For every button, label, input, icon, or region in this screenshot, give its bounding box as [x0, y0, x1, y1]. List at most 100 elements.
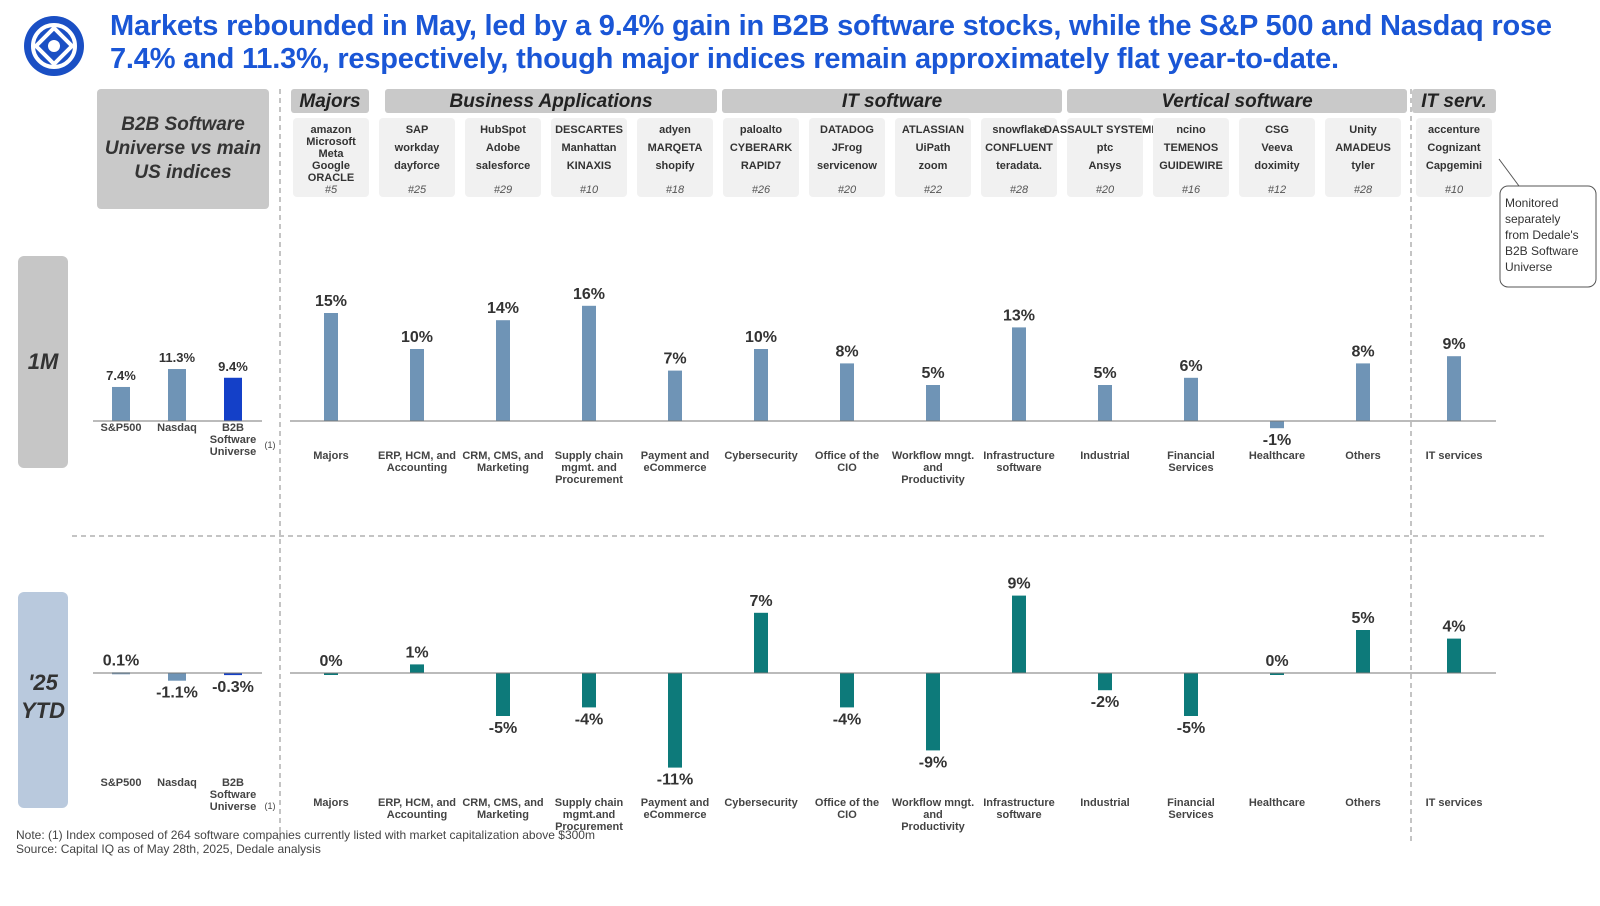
company-logo-text: Adobe	[486, 142, 520, 154]
company-logo-text: CYBERARK	[730, 142, 792, 154]
category-label: Healthcare	[1249, 450, 1305, 462]
logo-tile: DATADOG JFrog servicenow #20	[809, 118, 885, 197]
group-header-vertical-software: Vertical software	[1161, 91, 1313, 112]
dedale-logo	[24, 16, 84, 76]
company-logo-text: DASSAULT SYSTEMES	[1044, 124, 1166, 136]
bar	[1184, 673, 1198, 716]
data-label: 10%	[745, 329, 777, 346]
company-logo-text: salesforce	[476, 160, 530, 172]
bar	[496, 673, 510, 716]
company-logo-text: CONFLUENT	[985, 142, 1053, 154]
company-logo-text: UiPath	[916, 142, 951, 154]
data-label: -4%	[575, 711, 603, 728]
company-logo-text: snowflake	[992, 124, 1045, 136]
company-logo-text: ncino	[1176, 124, 1206, 136]
company-count: #28	[1354, 184, 1373, 196]
data-label: 7.4%	[106, 368, 136, 383]
data-label: 5%	[1351, 610, 1374, 627]
bar	[668, 370, 682, 421]
logo-tile: HubSpot Adobe salesforce #29	[465, 118, 541, 197]
company-count: #5	[325, 184, 338, 196]
data-label: -4%	[833, 711, 861, 728]
period-label-1m: 1M	[28, 349, 59, 374]
category-label: CRM, CMS, and Marketing	[462, 450, 543, 474]
data-label: -5%	[489, 720, 517, 737]
footnote-marker: (1)	[265, 801, 276, 811]
bar	[324, 673, 338, 675]
data-label: -1%	[1263, 432, 1291, 449]
company-logo-text: AMADEUS	[1335, 142, 1391, 154]
category-label: Office of the CIO	[815, 450, 879, 474]
company-logo-text: shopify	[655, 160, 695, 172]
company-count: #18	[666, 184, 685, 196]
category-label: Industrial	[1080, 797, 1130, 809]
category-label: IT services	[1426, 797, 1483, 809]
company-logo-text: accenture	[1428, 124, 1480, 136]
category-label: Workflow mngt. and Productivity	[892, 797, 974, 833]
company-logo-text: servicenow	[817, 160, 877, 172]
category-label: Financial Services	[1167, 797, 1215, 821]
category-label: Financial Services	[1167, 450, 1215, 474]
callout-line-2: separately	[1505, 212, 1560, 226]
company-count: #25	[408, 184, 427, 196]
category-label: Cybersecurity	[724, 450, 798, 462]
company-logo-text: zoom	[919, 160, 948, 172]
company-logo-text: tyler	[1351, 160, 1375, 172]
company-logo-text: workday	[394, 142, 441, 154]
company-count: #10	[1445, 184, 1464, 196]
category-label: ERP, HCM, and Accounting	[378, 797, 456, 821]
category-label: S&P500	[101, 422, 142, 434]
bar	[410, 664, 424, 673]
bar	[410, 349, 424, 421]
logo-tile: accenture Cognizant Capgemini #10	[1416, 118, 1492, 197]
left-title-box: B2B Software Universe vs main US indices	[97, 89, 269, 209]
data-label: 7%	[749, 593, 772, 610]
company-logo-text: teradata.	[996, 160, 1042, 172]
period-tab-1m: 1M	[18, 256, 68, 468]
bar	[1098, 673, 1112, 691]
category-label: Others	[1345, 450, 1380, 462]
left-title-line-1: B2B Software	[121, 114, 245, 135]
data-label: 0%	[1265, 653, 1288, 670]
company-logo-text: Unity	[1349, 124, 1377, 136]
data-label: 11.3%	[159, 350, 196, 365]
data-label: -2%	[1091, 694, 1119, 711]
headline-line-1: Markets rebounded in May, led by a 9.4% …	[110, 10, 1552, 42]
company-count: #20	[838, 184, 857, 196]
bar	[1012, 595, 1026, 673]
company-count: #22	[924, 184, 942, 196]
category-label: Cybersecurity	[724, 797, 798, 809]
category-label: Supply chain mgmt. and Procurement	[555, 450, 624, 486]
period-label-ytd: YTD	[21, 698, 65, 723]
footnotes: Note: (1) Index composed of 264 software…	[16, 828, 595, 856]
company-count: #12	[1268, 184, 1286, 196]
bar-layer: 7.4% 11.3% 9.4% S&P500 Nasdaq B2B Software Univ…	[93, 286, 1496, 833]
data-label: 16%	[573, 286, 605, 303]
company-logo-text: dayforce	[394, 160, 440, 172]
company-logo-text: Cognizant	[1427, 142, 1480, 154]
data-label: 13%	[1003, 307, 1035, 324]
company-count: #29	[494, 184, 512, 196]
data-label: 6%	[1179, 358, 1202, 375]
category-label: S&P500	[101, 777, 142, 789]
company-logo-text: Manhattan	[562, 142, 617, 154]
source-text: Source: Capital IQ as of May 28th, 2025,…	[16, 842, 321, 856]
company-logo-text: Meta	[318, 148, 344, 160]
company-logo-text: Capgemini	[1426, 160, 1482, 172]
chart-panel: 0.1% -1.1% -0.3% S&P500 Nasdaq B2B Software Uni…	[93, 652, 276, 813]
bar	[582, 305, 596, 421]
data-label: -5%	[1177, 720, 1205, 737]
company-logo-text: ptc	[1097, 142, 1114, 154]
bar	[168, 369, 186, 421]
callout-box: Monitored separately from Dedale's B2B S…	[1498, 158, 1597, 288]
category-label: Majors	[313, 797, 348, 809]
bar	[1447, 638, 1461, 673]
company-logo-text: SAP	[406, 124, 429, 136]
category-label: ERP, HCM, and Accounting	[378, 450, 456, 474]
data-label: 7%	[663, 351, 686, 368]
data-label: 1%	[405, 644, 428, 661]
company-logo-text: amazon	[311, 124, 352, 136]
company-logo-text: GUIDEWIRE	[1159, 160, 1223, 172]
footnote-marker: (1)	[265, 440, 276, 450]
